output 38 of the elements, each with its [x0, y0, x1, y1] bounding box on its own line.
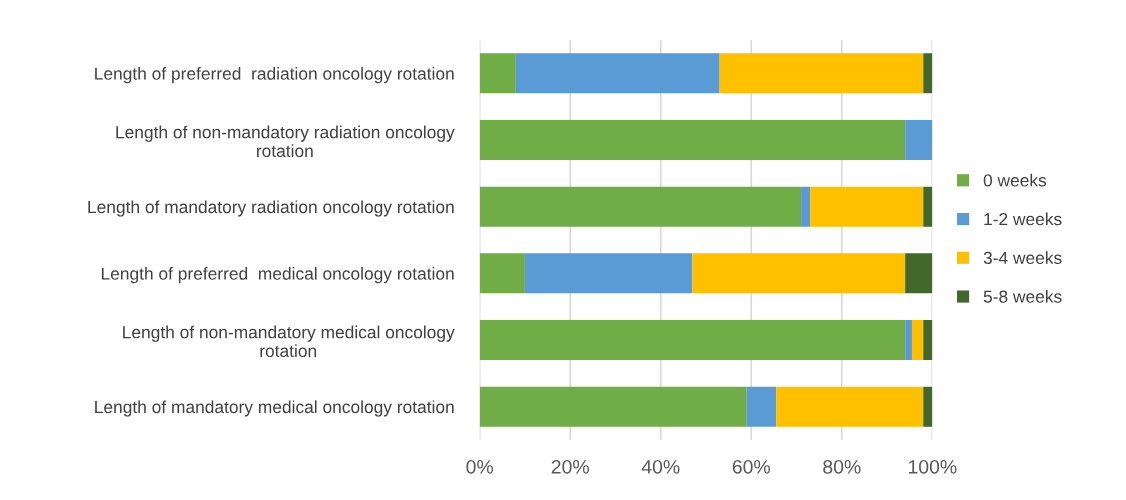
bar [911, 320, 924, 360]
bar [801, 186, 811, 227]
x-tick-label: 40% [641, 459, 680, 474]
bar [479, 386, 747, 427]
bar [692, 253, 906, 294]
bar [479, 253, 525, 294]
bar [746, 386, 777, 427]
bar [776, 386, 924, 427]
bar [923, 320, 933, 360]
bar [719, 53, 924, 94]
x-tick-label: 80% [823, 459, 861, 474]
y-tick-label: Length of preferred radiation oncology rotation [95, 67, 454, 84]
legend-label: 3-4 weeks [983, 251, 1062, 265]
x-tick-label: 20% [551, 459, 589, 474]
bar [923, 186, 933, 227]
bar [479, 120, 906, 160]
bar [923, 53, 933, 94]
y-tick-label: Length of mandatory medical oncology rotation [95, 400, 454, 417]
bar [524, 253, 693, 294]
legend-label: 0 weeks [983, 173, 1047, 187]
y-tick-label: Length of non-mandatory medical oncology rotation [123, 325, 455, 358]
legend-label: 1-2 weeks [984, 212, 1062, 226]
y-tick-label: Length of preferred medical oncology rotation [101, 267, 454, 284]
bar [905, 253, 933, 294]
y-tick-label: Length of mandatory radiation oncology rotation [88, 200, 454, 217]
bar [810, 186, 924, 227]
x-tick-label: 0% [466, 459, 494, 474]
y-tick-label: Length of non-mandatory radiation oncology rotation [116, 125, 455, 158]
bar [479, 320, 906, 360]
x-tick-label: 100% [908, 459, 957, 474]
bar [923, 386, 933, 427]
bar [905, 120, 933, 160]
bar [479, 53, 516, 94]
bar [479, 186, 802, 227]
x-tick-label: 60% [732, 459, 771, 474]
legend-label: 5-8 weeks [983, 290, 1062, 303]
bar [515, 53, 720, 94]
bar [905, 320, 912, 360]
